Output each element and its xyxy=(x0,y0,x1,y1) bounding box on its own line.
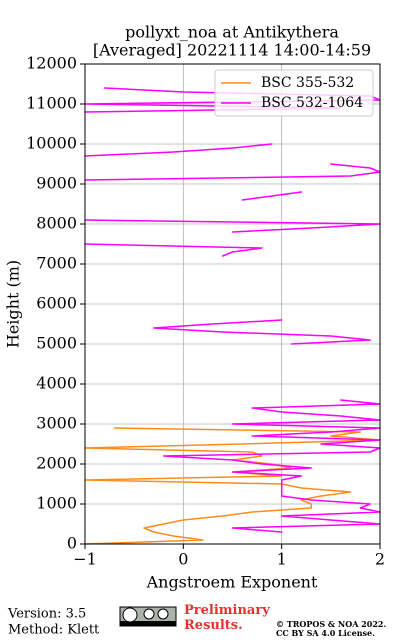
y-tick-label: 11000 xyxy=(26,94,77,113)
y-tick-label: 9000 xyxy=(36,174,77,193)
data-line xyxy=(84,87,381,533)
y-tick-label: 8000 xyxy=(36,214,77,233)
y-tick-label: 4000 xyxy=(36,374,77,393)
y-tick-label: 1000 xyxy=(36,494,77,513)
y-tick-label: 7000 xyxy=(36,254,77,273)
y-tick-label: 12000 xyxy=(26,54,77,73)
y-tick-label: 0 xyxy=(67,534,77,553)
legend: BSC 355-532 BSC 532-1064 xyxy=(214,69,374,117)
plot-area xyxy=(84,63,381,545)
y-tick-label: 5000 xyxy=(36,334,77,353)
x-tick-label: 0 xyxy=(178,550,188,569)
x-tick-label: 1 xyxy=(277,550,287,569)
data-line xyxy=(84,427,381,545)
method: Method: Klett xyxy=(8,623,100,638)
preliminary-note: Preliminary Results. xyxy=(184,603,270,633)
x-tick-label: 2 xyxy=(375,550,385,569)
license: CC BY SA 4.0 License. xyxy=(276,628,375,638)
legend-label: BSC 532-1064 xyxy=(261,95,363,111)
y-tick-label: 6000 xyxy=(36,294,77,313)
chart-subtitle: [Averaged] 20221114 14:00-14:59 xyxy=(93,41,371,60)
x-axis-label: Angstroem Exponent xyxy=(146,573,318,592)
chart-title: pollyxt_noa at Antikythera xyxy=(125,23,339,42)
y-tick-label: 3000 xyxy=(36,414,77,433)
y-axis-label: Height (m) xyxy=(4,260,23,348)
y-tick-label: 10000 xyxy=(26,134,77,153)
copyright: © TROPOS & NOA 2022. xyxy=(276,619,386,629)
cc-badge xyxy=(119,606,177,627)
y-tick-label: 2000 xyxy=(36,454,77,473)
legend-box xyxy=(214,69,374,117)
version: Version: 3.5 xyxy=(7,607,86,622)
x-tick-label: −1 xyxy=(73,550,97,569)
legend-label: BSC 355-532 xyxy=(261,75,354,91)
